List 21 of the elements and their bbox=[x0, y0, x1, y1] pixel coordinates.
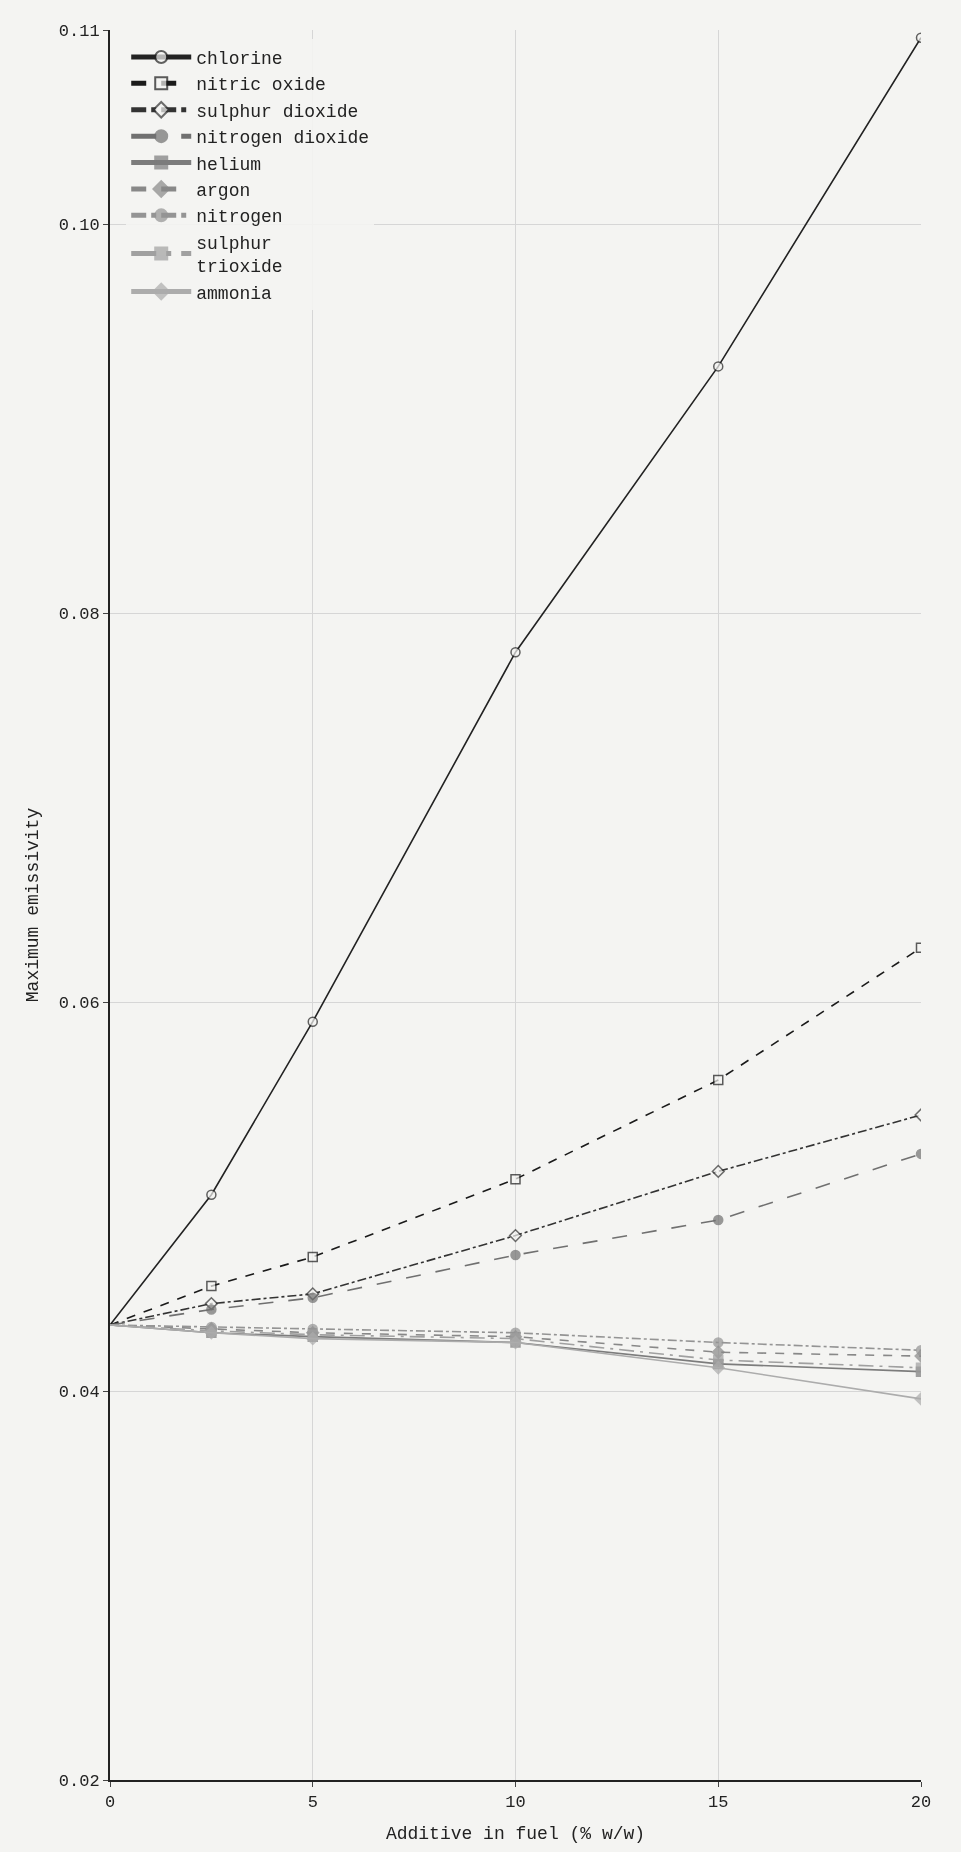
y-tick-label: 0.08 bbox=[58, 605, 100, 625]
x-tick-label: 20 bbox=[910, 1793, 932, 1813]
legend-label: ammonia bbox=[196, 283, 273, 304]
x-tick-label: 10 bbox=[505, 1793, 526, 1813]
legend-label: chlorine bbox=[196, 48, 283, 69]
y-tick-label: 0.06 bbox=[58, 994, 100, 1014]
y-tick-label: 0.02 bbox=[58, 1771, 100, 1791]
x-tick-label: 0 bbox=[104, 1793, 116, 1813]
legend-label: helium bbox=[196, 154, 262, 175]
y-tick-label: 0.11 bbox=[58, 21, 100, 41]
x-tick-label: 15 bbox=[708, 1793, 729, 1813]
legend-label: nitrogen dioxide bbox=[196, 128, 370, 149]
legend-label: nitric oxide bbox=[196, 75, 326, 96]
legend-label: sulphur dioxide bbox=[196, 101, 359, 122]
x-axis-title: Additive in fuel (% w/w) bbox=[385, 1824, 646, 1844]
y-tick-label: 0.04 bbox=[58, 1383, 100, 1403]
legend-label: argon bbox=[196, 180, 251, 201]
legend-label: nitrogen bbox=[196, 207, 283, 228]
y-axis-title: Maximum emissivity bbox=[23, 807, 44, 1003]
x-tick-label: 5 bbox=[307, 1793, 318, 1813]
y-tick-label: 0.10 bbox=[58, 216, 100, 236]
